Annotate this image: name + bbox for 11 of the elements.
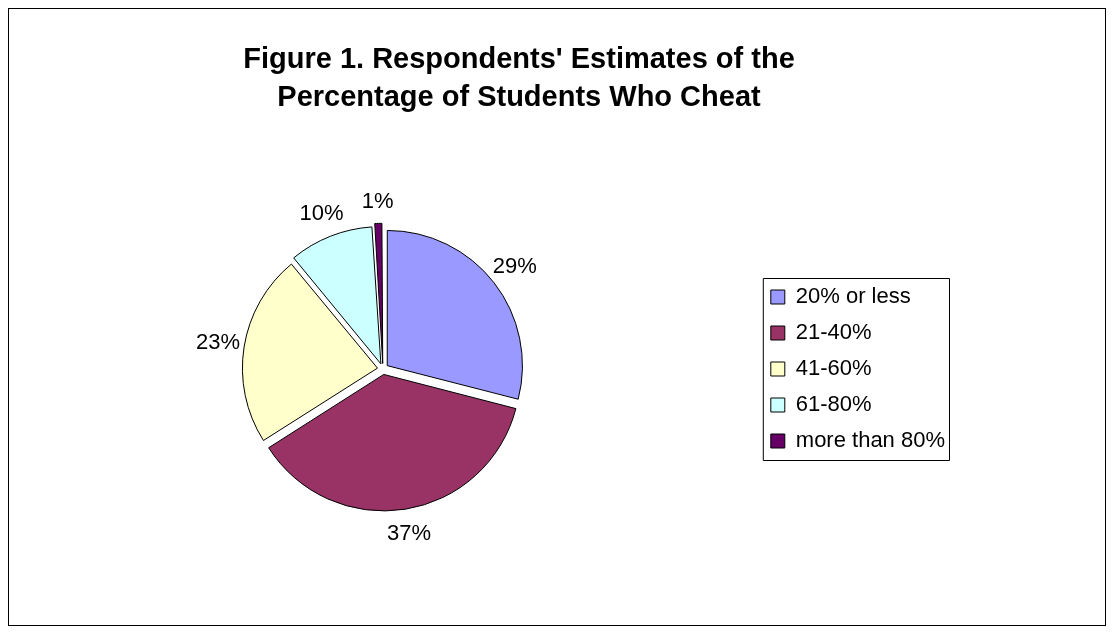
data-label: 1% bbox=[361, 188, 394, 214]
legend-label: 41-60% bbox=[795, 355, 872, 381]
data-label: 10% bbox=[299, 199, 344, 225]
data-label: 23% bbox=[195, 328, 240, 354]
chart-title: Figure 1. Respondents' Estimates of the Percentage of Students Who Cheat bbox=[242, 41, 796, 114]
legend-label: 20% or less bbox=[795, 283, 911, 309]
data-label: 29% bbox=[492, 252, 537, 278]
data-label: 37% bbox=[387, 520, 432, 546]
legend-label: 61-80% bbox=[795, 391, 872, 417]
legend-label: 21-40% bbox=[795, 319, 872, 345]
legend-label: more than 80% bbox=[795, 427, 945, 453]
